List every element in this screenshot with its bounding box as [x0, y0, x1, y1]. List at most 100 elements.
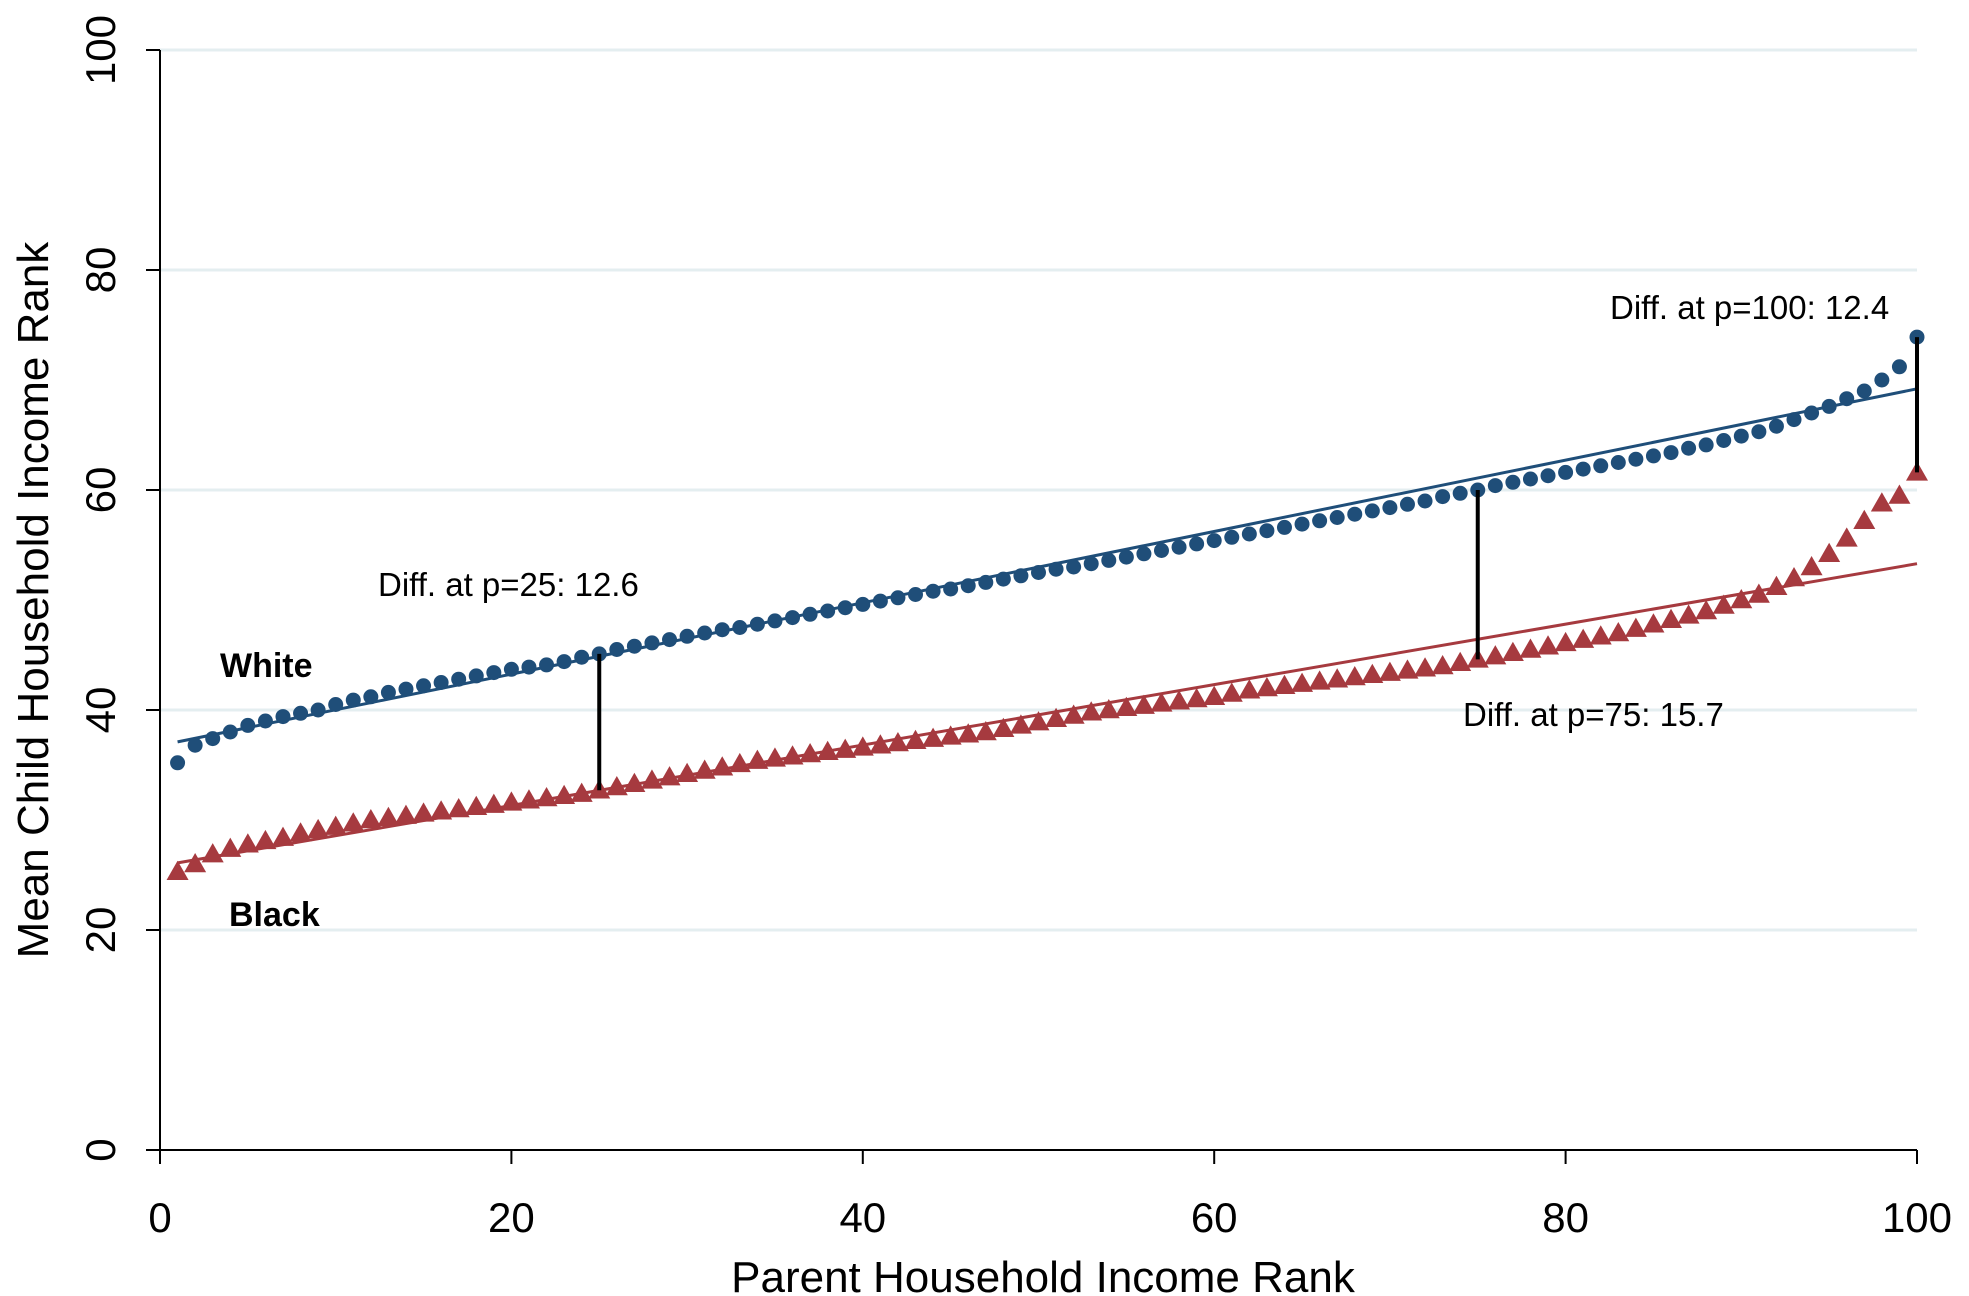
point-white	[1540, 468, 1556, 484]
point-black	[1624, 617, 1647, 637]
point-white	[328, 697, 344, 712]
point-black	[289, 822, 312, 842]
point-black	[1835, 527, 1858, 547]
point-black	[359, 809, 382, 829]
group-label-white: White	[220, 647, 313, 685]
group-label-black: Black	[229, 896, 320, 934]
point-white	[556, 654, 572, 670]
point-black	[1695, 600, 1718, 620]
point-white	[872, 593, 888, 609]
point-white	[293, 705, 309, 721]
x-tick-label: 20	[488, 1194, 535, 1241]
point-black	[412, 802, 435, 822]
point-black	[957, 723, 980, 743]
point-black	[1291, 672, 1314, 692]
point-white	[1417, 493, 1433, 509]
point-white	[908, 587, 924, 602]
point-white	[1628, 451, 1644, 467]
point-black	[1554, 631, 1577, 652]
point-black	[447, 798, 470, 818]
point-white	[697, 625, 713, 641]
point-white	[503, 661, 519, 677]
difference-bars	[597, 337, 1919, 791]
point-black	[1378, 661, 1401, 681]
point-white	[1329, 510, 1345, 525]
point-white	[521, 659, 537, 675]
point-black	[693, 759, 716, 779]
point-white	[1681, 440, 1697, 456]
gridlines	[160, 48, 1917, 932]
point-black	[1765, 575, 1788, 596]
point-black	[1783, 567, 1806, 587]
point-white	[1048, 561, 1064, 577]
point-black	[482, 793, 505, 813]
y-ticks: 0 20 40 60 80 100	[77, 15, 160, 1162]
point-white	[1118, 549, 1134, 565]
point-black	[1185, 688, 1208, 708]
point-black	[1027, 711, 1050, 731]
point-black	[1203, 685, 1226, 706]
point-white	[785, 610, 801, 626]
point-black	[851, 736, 874, 756]
point-white	[662, 632, 678, 648]
point-black	[1501, 641, 1524, 662]
point-white	[1558, 464, 1574, 480]
point-black	[1730, 589, 1753, 609]
point-white	[416, 678, 432, 694]
point-black	[1870, 492, 1893, 512]
point-white	[1786, 412, 1802, 428]
point-black	[904, 729, 927, 750]
y-tick-label: 60	[77, 467, 124, 514]
point-black	[1589, 625, 1612, 645]
point-white	[925, 583, 941, 599]
point-white	[1189, 536, 1205, 552]
point-black	[781, 745, 804, 765]
point-white	[978, 574, 994, 590]
y-tick-label: 100	[77, 15, 124, 85]
x-tick-label: 80	[1542, 1194, 1589, 1241]
point-black	[763, 747, 786, 767]
point-white	[1013, 568, 1029, 584]
point-black	[377, 806, 400, 827]
point-black	[1712, 594, 1735, 614]
point-black	[271, 826, 294, 846]
annotation-p75: Diff. at p=75: 15.7	[1463, 696, 1724, 733]
point-black	[465, 795, 488, 816]
point-black	[1519, 638, 1542, 658]
point-white	[205, 731, 221, 747]
point-white	[1505, 474, 1521, 490]
point-white	[1101, 552, 1117, 568]
point-black	[1220, 682, 1243, 702]
x-tick-label: 0	[148, 1194, 171, 1241]
point-white	[626, 638, 642, 654]
point-black	[1326, 668, 1349, 688]
point-white	[240, 717, 256, 733]
point-white	[679, 628, 695, 644]
point-black	[1308, 670, 1331, 690]
point-black	[974, 721, 997, 741]
point-black	[939, 725, 962, 745]
point-black	[1572, 628, 1595, 648]
point-black	[1097, 699, 1120, 719]
point-white	[1364, 503, 1380, 519]
point-white	[187, 737, 203, 753]
point-black	[570, 782, 593, 802]
point-black	[254, 829, 277, 850]
point-black	[553, 784, 576, 805]
point-black	[1168, 690, 1191, 710]
y-tick-label: 0	[77, 1138, 124, 1161]
point-black	[1396, 659, 1419, 679]
point-white	[1153, 543, 1169, 558]
point-white	[1768, 418, 1784, 434]
point-black	[1062, 704, 1085, 724]
point-white	[1171, 539, 1187, 555]
point-white	[310, 702, 326, 718]
point-white	[574, 649, 590, 665]
point-white	[1382, 500, 1398, 516]
point-black	[640, 769, 663, 789]
point-white	[222, 724, 238, 740]
point-white	[257, 713, 273, 729]
point-black	[324, 815, 347, 835]
point-black	[184, 853, 207, 873]
